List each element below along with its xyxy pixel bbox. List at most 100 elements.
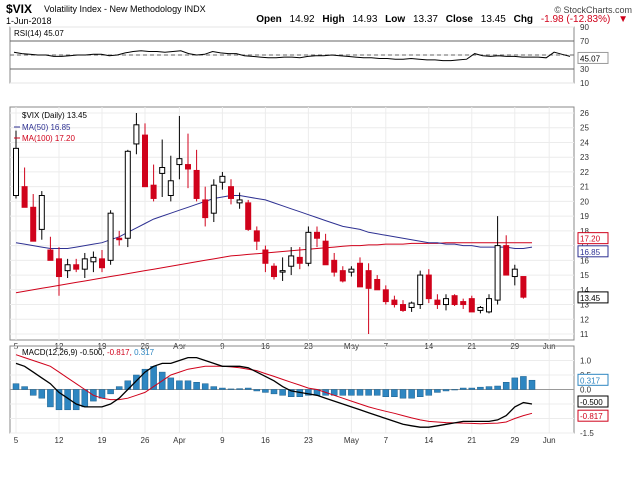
macd-histogram-bar (485, 386, 493, 390)
close-label: Close (445, 14, 473, 25)
chg-down-icon: ▼ (618, 14, 628, 25)
macd-histogram-bar (12, 383, 20, 390)
ma50-legend: MA(50) 16.85 (22, 123, 71, 132)
candle-body (425, 274, 432, 300)
price-value-tag-box (577, 232, 609, 245)
macd-histogram-bar (511, 377, 519, 390)
candle-body (176, 158, 183, 166)
candle-body (167, 180, 174, 197)
macd-histogram-bar (287, 389, 295, 397)
macd-legend-signal: -0.817, (107, 348, 134, 357)
macd-histogram-bar (279, 389, 286, 396)
macd-legend-macd: -0.500, (80, 348, 107, 357)
macd-histogram-bar (356, 389, 364, 396)
copyright-notice: © StockCharts.com (554, 5, 632, 15)
price-tick-label: 26 (580, 109, 589, 118)
exchange-code: INDX (184, 4, 206, 14)
candle-body (382, 289, 389, 303)
macd-histogram-bar (434, 389, 441, 393)
macd-x-tick-label: 9 (220, 436, 225, 445)
macd-histogram-bar (494, 385, 501, 390)
signal-line (15, 354, 533, 425)
price-frame (9, 106, 575, 341)
rsi-value-tag: 45.07 (580, 54, 601, 63)
chg-value: -1.98 (-12.83%) (540, 14, 611, 25)
candle-body (253, 230, 260, 242)
price-legend-ticker: $VIX (Daily) 13.45 (22, 111, 87, 120)
candle-body (185, 164, 191, 170)
macd-x-tick-label: 29 (510, 436, 519, 445)
macd-x-tick-label: Jun (543, 436, 556, 445)
macd-histogram-bar (98, 389, 106, 399)
candle-body (64, 264, 71, 272)
price-panel: 111213141516171819202122232425265121926A… (9, 106, 609, 351)
rsi-legend: RSI(14) 45.07 (14, 29, 64, 38)
macd-histogram-bar (72, 389, 80, 411)
candle-body (296, 256, 303, 264)
macd-value-tag: -0.500 (580, 398, 603, 407)
chg-label: Chg (513, 14, 534, 25)
candle-body (486, 298, 492, 313)
macd-x-tick-label: 26 (141, 436, 150, 445)
rsi-tick-label: 10 (580, 79, 589, 88)
candle-body (56, 258, 62, 278)
candle-body (142, 134, 148, 188)
candle-body (374, 278, 381, 291)
low-label: Low (385, 14, 406, 25)
candle-body (511, 268, 518, 278)
price-value-tag: 17.20 (580, 235, 601, 244)
candle-body (331, 259, 338, 273)
macd-histogram-bar (408, 389, 415, 399)
macd-histogram-bar (348, 389, 355, 396)
macd-tick-label: -1.5 (580, 429, 594, 438)
macd-histogram-bar (528, 379, 536, 390)
open-label: Open (256, 14, 282, 25)
description-text: Volatility Index - New Methodology (44, 4, 182, 14)
ohlc-summary: Open 14.92 High 14.93 Low 13.37 Close 13… (251, 14, 628, 25)
price-tick-label: 23 (580, 153, 589, 162)
candle-body (262, 249, 269, 264)
macd-histogram-bar (133, 374, 140, 390)
candle-body (236, 199, 243, 204)
candle-body (477, 306, 484, 311)
macd-histogram-bar (244, 387, 252, 390)
macd-histogram-bar (391, 389, 398, 397)
macd-histogram-bar (502, 382, 510, 390)
macd-histogram-bar (442, 389, 450, 392)
candle-body (451, 295, 458, 306)
candle-body (400, 304, 406, 311)
price-tick-label: 20 (580, 197, 589, 206)
price-tick-label: 18 (580, 227, 589, 236)
candle-body (159, 167, 166, 174)
price-tick-label: 24 (580, 138, 589, 147)
high-label: High (322, 14, 345, 25)
candle-body (124, 150, 131, 239)
candle-body (210, 184, 217, 214)
candle-body (271, 265, 277, 278)
macd-histogram-bar (201, 383, 209, 390)
price-tick-label: 16 (580, 256, 589, 265)
macd-legend-hist: 0.317 (134, 348, 155, 357)
price-tick-label: 13 (580, 301, 589, 310)
price-tick-label: 21 (580, 183, 589, 192)
candle-body (90, 256, 97, 263)
candle-body (417, 274, 424, 306)
macd-tick-label: 1.0 (580, 357, 592, 366)
macd-histogram-bar (262, 389, 269, 393)
candle-body (365, 270, 372, 289)
price-value-tag: 13.45 (580, 294, 601, 303)
candle-body (279, 270, 286, 273)
price-value-tag: 16.85 (580, 248, 601, 257)
rsi-tick-label: 70 (580, 37, 589, 46)
candle-body (219, 175, 226, 183)
price-tick-label: 19 (580, 212, 589, 221)
macd-histogram-bar (141, 368, 149, 390)
price-tick-label: 22 (580, 168, 589, 177)
rsi-tick-label: 30 (580, 65, 589, 74)
macd-histogram-bar (107, 389, 114, 395)
macd-x-tick-label: May (344, 436, 359, 445)
candle-body (13, 147, 19, 197)
macd-histogram-bar (184, 380, 192, 390)
macd-value-tag-box (577, 373, 609, 386)
